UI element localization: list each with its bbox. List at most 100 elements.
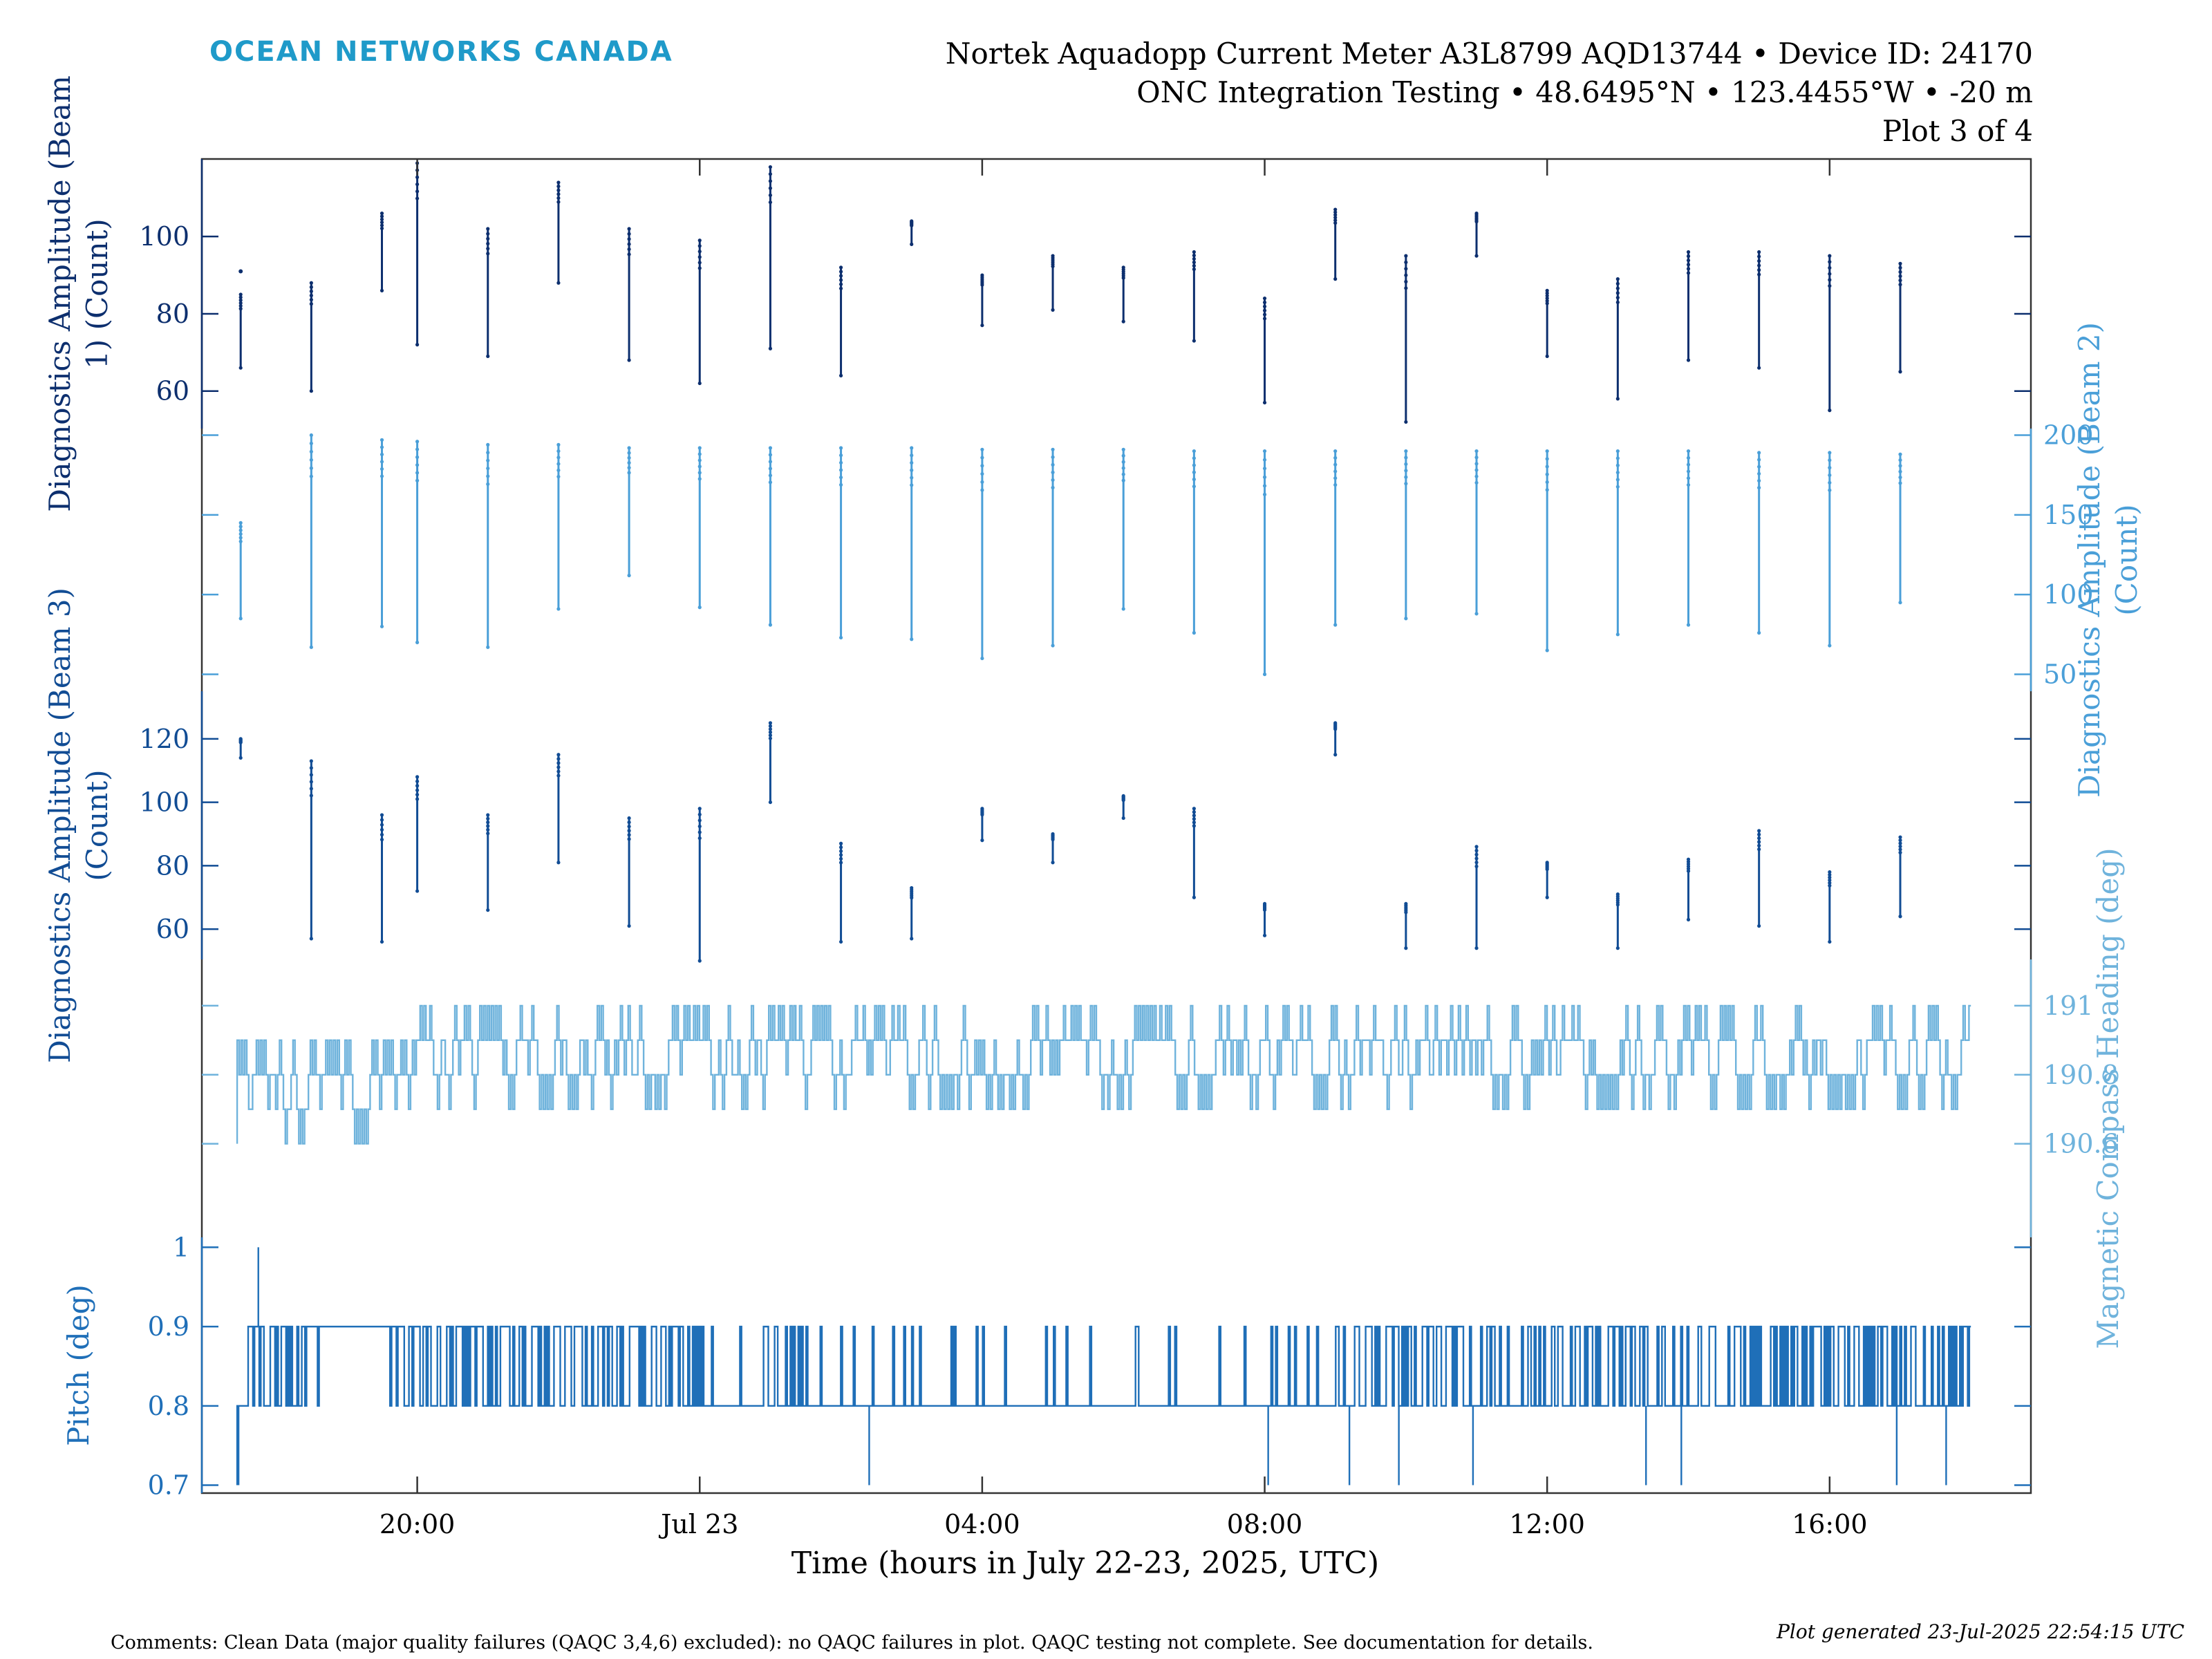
burst-point: [1757, 485, 1761, 490]
burst-point: [768, 623, 773, 627]
burst-point: [768, 446, 773, 450]
burst-point: [415, 478, 420, 482]
burst-point: [697, 818, 702, 823]
burst-point: [1615, 300, 1620, 304]
burst-point: [415, 889, 420, 893]
burst-point: [238, 756, 243, 760]
burst-point: [838, 373, 843, 377]
burst-point: [379, 226, 384, 230]
burst-point: [697, 458, 702, 462]
burst-point: [1828, 254, 1832, 258]
burst-point: [1333, 277, 1338, 281]
burst-point: [1757, 451, 1761, 455]
burst-point: [1757, 832, 1761, 836]
burst-point: [838, 274, 843, 278]
comments-footer: Comments: Clean Data (major quality fail…: [111, 1632, 1593, 1653]
burst-point: [1615, 632, 1620, 637]
burst-point: [379, 838, 384, 842]
burst-point: [1898, 265, 1902, 270]
burst-point: [768, 721, 773, 725]
burst-point: [1192, 339, 1196, 343]
burst-point: [415, 175, 420, 180]
burst-point: [838, 939, 843, 944]
burst-point: [379, 214, 384, 218]
burst-point: [1828, 260, 1832, 264]
burst-point: [1121, 276, 1125, 280]
burst-point: [1333, 221, 1338, 225]
burst-point: [486, 236, 490, 241]
burst-point: [768, 733, 773, 738]
burst-point: [838, 286, 843, 290]
burst-point: [415, 343, 420, 347]
burst-point: [486, 247, 490, 251]
burst-point: [556, 188, 561, 192]
burst-point: [556, 765, 561, 769]
burst-point: [1898, 261, 1902, 265]
burst-point: [910, 468, 914, 472]
burst-point: [1333, 449, 1338, 453]
burst-point: [1615, 281, 1620, 285]
burst-point: [309, 787, 313, 791]
burst-point: [1615, 485, 1620, 489]
burst-point: [910, 453, 914, 458]
burst-point: [486, 908, 490, 912]
burst-point: [980, 488, 984, 492]
burst-point: [379, 221, 384, 225]
burst-point: [309, 293, 313, 298]
burst-point: [1474, 468, 1479, 472]
burst-point: [309, 773, 313, 777]
burst-point: [1898, 841, 1902, 845]
burst-point: [838, 460, 843, 465]
burst-point: [1404, 946, 1408, 950]
burst-point: [1828, 278, 1832, 282]
burst-point: [1474, 254, 1479, 258]
burst-point: [1686, 456, 1691, 460]
burst-point: [697, 812, 702, 816]
burst-point: [1121, 319, 1125, 324]
burst-point: [980, 456, 984, 460]
burst-point: [1828, 488, 1832, 492]
burst-point: [1192, 814, 1196, 818]
burst-point: [1404, 260, 1408, 265]
burst-point: [486, 354, 490, 359]
burst-point: [1686, 254, 1691, 259]
y-axis-label: (Count): [80, 769, 114, 881]
burst-point: [1828, 272, 1832, 276]
burst-point: [486, 827, 490, 832]
burst-point: [238, 521, 243, 525]
burst-point: [1545, 354, 1549, 359]
burst-point: [627, 829, 631, 833]
burst-point: [1051, 455, 1055, 459]
burst-point: [1615, 463, 1620, 467]
burst-point: [910, 446, 914, 450]
burst-point: [627, 247, 631, 252]
burst-point: [697, 238, 702, 243]
burst-point: [486, 482, 490, 486]
burst-point: [1404, 267, 1408, 271]
burst-point: [1333, 456, 1338, 460]
burst-point: [910, 242, 914, 246]
burst-point: [415, 440, 420, 444]
burst-point: [838, 446, 843, 450]
burst-point: [379, 438, 384, 442]
burst-point: [697, 255, 702, 259]
burst-point: [1192, 256, 1196, 261]
burst-point: [556, 761, 561, 765]
burst-point: [556, 607, 561, 611]
burst-point: [1828, 875, 1832, 879]
burst-point: [556, 200, 561, 204]
burst-point: [486, 232, 490, 236]
burst-point: [415, 182, 420, 187]
burst-point: [1121, 798, 1125, 803]
burst-point: [627, 456, 631, 460]
burst-point: [1898, 270, 1902, 274]
burst-point: [1474, 856, 1479, 861]
burst-point: [1545, 291, 1549, 295]
burst-point: [1474, 848, 1479, 853]
burst-point: [910, 460, 914, 465]
burst-point: [697, 959, 702, 963]
burst-point: [1051, 264, 1055, 268]
y-tick-label: 60: [156, 376, 189, 406]
burst-point: [556, 474, 561, 479]
burst-point: [309, 458, 313, 462]
